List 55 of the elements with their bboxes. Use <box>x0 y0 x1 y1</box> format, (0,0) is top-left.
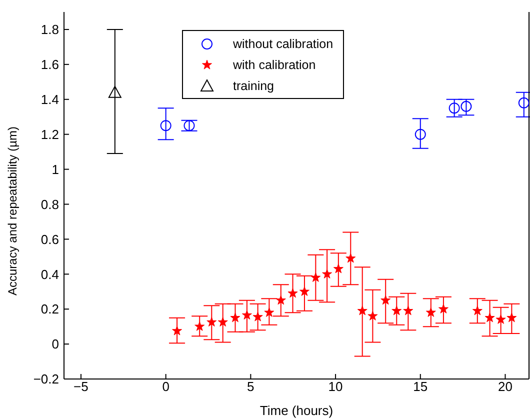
point <box>172 326 182 336</box>
point <box>484 312 495 322</box>
point <box>299 286 310 296</box>
point <box>506 312 517 322</box>
point <box>264 307 274 317</box>
point <box>194 321 205 331</box>
point <box>252 312 263 322</box>
point <box>438 304 448 314</box>
y-tick-label: 0 <box>52 336 59 352</box>
point <box>414 128 426 140</box>
y-tick-label: 1.2 <box>40 126 59 142</box>
x-tick-label: 10 <box>328 379 343 394</box>
point <box>242 310 252 320</box>
point <box>276 295 286 305</box>
point <box>230 312 240 322</box>
point <box>403 306 414 316</box>
point <box>206 316 217 326</box>
point <box>357 306 368 316</box>
point <box>380 295 391 305</box>
legend-label: training <box>233 78 274 92</box>
point <box>346 253 356 263</box>
point <box>368 310 378 320</box>
x-tick-label: 0 <box>162 379 170 394</box>
point <box>333 264 344 274</box>
x-tick-label: 5 <box>247 379 254 394</box>
y-tick-label: 1.6 <box>40 57 59 72</box>
point <box>288 288 298 298</box>
point <box>184 120 195 132</box>
point <box>518 97 529 108</box>
y-tick-label: 0.6 <box>40 232 59 247</box>
x-axis-title: Time (hours) <box>260 403 334 418</box>
point <box>496 314 506 324</box>
point <box>472 306 482 316</box>
y-tick-label: 1.8 <box>40 22 59 38</box>
y-tick-label: 0.4 <box>40 266 59 282</box>
y-tick-label: −0.2 <box>33 372 59 387</box>
point <box>108 86 122 98</box>
y-axis-title: Accuracy and repeatability (µm) <box>5 126 20 296</box>
legend-label: without calibration <box>233 36 334 50</box>
point <box>160 120 172 132</box>
legend-label: with calibration <box>233 58 316 72</box>
x-tick-label: −5 <box>74 379 88 394</box>
y-tick-label: 0.8 <box>40 196 59 212</box>
y-tick-label: 1.4 <box>40 92 59 107</box>
point <box>218 316 228 326</box>
point <box>460 100 472 112</box>
point <box>426 307 436 317</box>
point <box>322 268 332 278</box>
point <box>448 102 460 114</box>
y-tick-label: 1 <box>52 162 59 177</box>
y-tick-label: 0.2 <box>40 302 59 317</box>
point <box>392 306 402 316</box>
point <box>310 272 321 282</box>
x-tick-label: 15 <box>413 379 428 394</box>
x-tick-label: 20 <box>498 379 512 394</box>
